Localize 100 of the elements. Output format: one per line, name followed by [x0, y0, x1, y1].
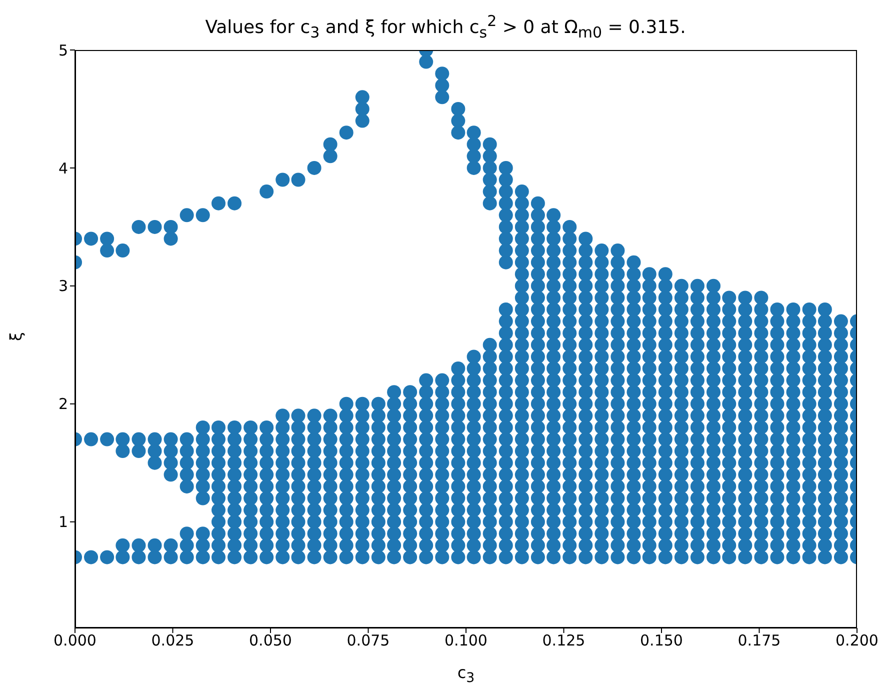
- point: [211, 503, 226, 518]
- point: [355, 90, 370, 104]
- y-axis-title: ξ: [6, 331, 26, 343]
- point: [530, 468, 545, 482]
- point: [482, 137, 497, 152]
- point: [276, 172, 290, 187]
- point: [244, 550, 258, 564]
- point: [228, 420, 242, 434]
- point: [754, 396, 768, 411]
- point: [307, 420, 322, 434]
- point: [100, 432, 114, 446]
- point: [786, 456, 800, 470]
- point: [276, 432, 290, 446]
- point: [116, 432, 130, 446]
- point: [339, 396, 354, 411]
- point: [371, 526, 386, 541]
- point: [482, 432, 497, 446]
- point: [802, 350, 816, 364]
- point: [323, 550, 338, 564]
- point: [802, 408, 816, 423]
- point: [578, 432, 593, 446]
- point: [626, 468, 641, 482]
- point: [148, 444, 162, 458]
- point: [530, 408, 545, 423]
- point: [451, 503, 466, 518]
- point: [514, 208, 529, 222]
- point: [594, 326, 609, 340]
- point: [307, 456, 322, 470]
- point: [578, 290, 593, 305]
- point: [738, 290, 752, 305]
- point: [722, 526, 736, 541]
- point: [834, 526, 848, 541]
- point: [770, 338, 784, 352]
- point: [770, 432, 784, 446]
- point: [706, 278, 721, 293]
- point: [211, 479, 226, 494]
- point: [466, 479, 481, 494]
- point: [706, 350, 721, 364]
- point: [276, 538, 290, 552]
- point: [387, 420, 402, 434]
- point: [706, 503, 721, 518]
- point: [498, 350, 513, 364]
- point: [371, 514, 386, 529]
- point: [451, 444, 466, 458]
- point: [594, 526, 609, 541]
- point: [802, 361, 816, 376]
- point: [498, 456, 513, 470]
- point: [403, 479, 418, 494]
- point: [754, 514, 768, 529]
- point: [307, 444, 322, 458]
- point: [786, 350, 800, 364]
- point: [626, 456, 641, 470]
- point: [419, 514, 434, 529]
- point: [802, 526, 816, 541]
- point: [419, 526, 434, 541]
- point: [690, 408, 704, 423]
- point: [610, 244, 625, 258]
- point: [244, 479, 258, 494]
- point: [690, 538, 704, 552]
- point: [834, 503, 848, 518]
- point: [754, 314, 768, 328]
- point: [514, 538, 529, 552]
- point: [228, 432, 242, 446]
- point: [594, 255, 609, 270]
- point: [260, 491, 274, 506]
- point: [498, 208, 513, 222]
- point: [578, 314, 593, 328]
- point: [419, 468, 434, 482]
- point: [594, 503, 609, 518]
- point: [610, 432, 625, 446]
- point: [339, 479, 354, 494]
- point: [802, 302, 816, 317]
- point: [148, 538, 162, 552]
- point: [228, 514, 242, 529]
- point: [578, 255, 593, 270]
- point: [435, 538, 450, 552]
- point: [84, 550, 98, 564]
- point: [770, 514, 784, 529]
- point: [642, 550, 656, 564]
- point: [291, 550, 306, 564]
- point: [818, 514, 832, 529]
- point: [610, 350, 625, 364]
- point: [674, 350, 688, 364]
- point: [546, 538, 561, 552]
- point: [514, 326, 529, 340]
- point: [387, 526, 402, 541]
- point: [355, 479, 370, 494]
- point: [451, 361, 466, 376]
- point: [276, 408, 290, 423]
- point: [562, 290, 577, 305]
- point: [690, 350, 704, 364]
- point: [706, 526, 721, 541]
- point: [802, 550, 816, 564]
- point: [339, 432, 354, 446]
- point: [674, 373, 688, 388]
- point: [291, 526, 306, 541]
- point: [498, 408, 513, 423]
- point: [818, 503, 832, 518]
- point: [674, 503, 688, 518]
- point: [498, 160, 513, 175]
